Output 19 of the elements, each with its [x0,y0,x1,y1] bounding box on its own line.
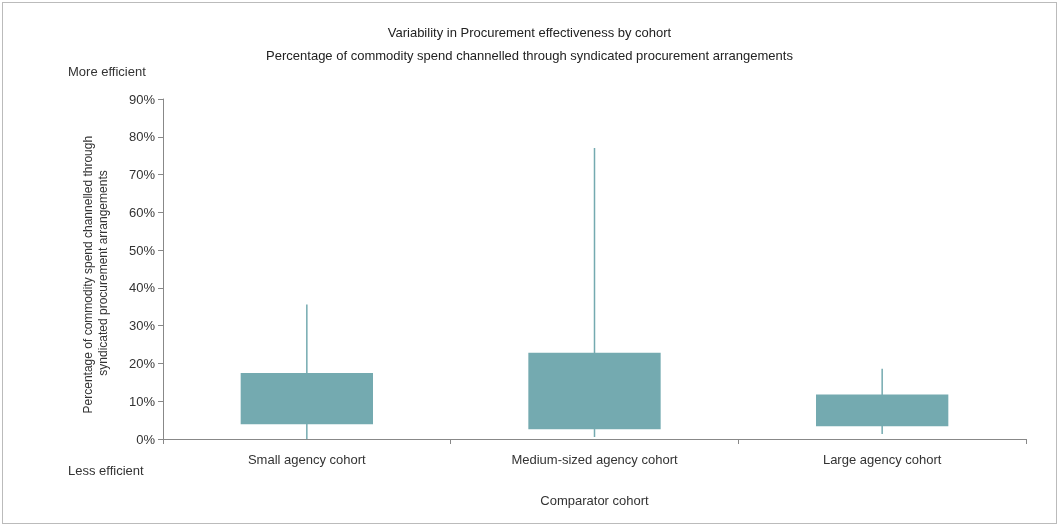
y-tick-label: 90% [128,91,156,107]
y-axis-title: Percentage of commodity spend channelled through syndicated procurement arrangements [80,132,110,414]
text: More efficient [68,64,147,79]
x-tick-label: Small agency cohort [247,452,367,467]
y-tick-label: 20% [128,355,156,371]
x-tick-label: Medium-sized agency cohort [511,452,678,467]
y-tick-label: 40% [128,280,156,296]
y-tick-label: 70% [128,167,156,183]
x-axis-title: Comparator cohort [540,493,650,508]
chart-subtitle: Percentage of commodity spend channelled through syndicated procurement arrangements [266,48,794,63]
y-tick-label: 30% [128,318,156,334]
y-tick-label: 0% [136,431,156,447]
text: Less efficient [68,463,145,478]
y-tick-label: 50% [128,242,156,258]
y-tick-label: 60% [128,204,156,220]
x-tick-label: Large agency cohort [822,452,942,467]
y-tick-label: 10% [128,393,156,409]
y-tick-label: 80% [128,129,156,145]
chart-title: Variability in Procurement effectiveness by cohort [387,25,672,40]
